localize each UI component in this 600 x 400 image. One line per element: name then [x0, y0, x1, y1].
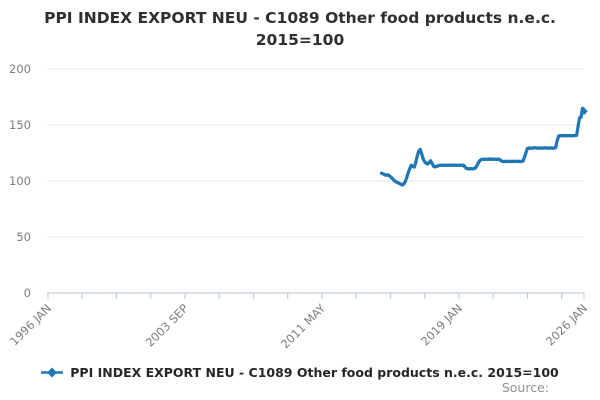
- series-point: [420, 152, 424, 156]
- y-tick-label: 0: [24, 286, 31, 300]
- legend-label: PPI INDEX EXPORT NEU - C1089 Other food …: [70, 365, 559, 380]
- series-point: [430, 161, 434, 166]
- y-tick-label: 50: [16, 230, 31, 244]
- series-point: [476, 161, 480, 165]
- series-point: [405, 175, 409, 179]
- series-point: [415, 154, 419, 158]
- series-point: [521, 159, 525, 163]
- chart-title-line1: PPI INDEX EXPORT NEU - C1089 Other food …: [44, 9, 556, 27]
- series-point: [575, 133, 579, 137]
- y-tick-label: 100: [9, 174, 31, 188]
- series-point: [576, 125, 580, 129]
- legend-diamond: [47, 367, 58, 378]
- chart-legend: PPI INDEX EXPORT NEU - C1089 Other food …: [0, 365, 600, 380]
- series-point: [555, 138, 559, 143]
- series-point: [554, 145, 558, 150]
- series-point: [429, 159, 433, 163]
- chart-canvas: 0 50 100 150 200 1996 JAN 2003 SEP 2011 MAY 2019…: [7, 62, 590, 352]
- x-tick-label: 1996 JAN: [7, 301, 54, 348]
- series-point: [403, 179, 407, 183]
- source-label: Source:: [501, 380, 549, 395]
- series-point: [406, 170, 410, 175]
- x-tick-label: 2019 JAN: [418, 301, 465, 348]
- legend-item[interactable]: PPI INDEX EXPORT NEU - C1089 Other food …: [41, 365, 559, 380]
- legend-line-marker-icon: [41, 367, 64, 378]
- series-point: [418, 147, 422, 152]
- series-point: [524, 151, 528, 155]
- y-tick-label: 150: [9, 118, 31, 132]
- chart-title-line2: 2015=100: [255, 31, 345, 50]
- y-tick-label: 200: [9, 62, 31, 76]
- series-point: [475, 164, 479, 168]
- x-tick-label: 2011 MAY: [278, 301, 329, 352]
- chart-title: PPI INDEX EXPORT NEU - C1089 Other food …: [0, 7, 600, 52]
- series-point: [412, 165, 416, 169]
- series-point: [522, 155, 527, 159]
- series-point: [414, 160, 418, 164]
- series-point: [408, 166, 412, 171]
- series-point: [421, 157, 425, 161]
- series-end-marker: [580, 107, 588, 116]
- series-point: [579, 115, 583, 119]
- series-point: [402, 182, 406, 186]
- x-tick-label: 2026 JAN: [543, 301, 590, 348]
- x-tick-label: 2003 SEP: [143, 301, 191, 349]
